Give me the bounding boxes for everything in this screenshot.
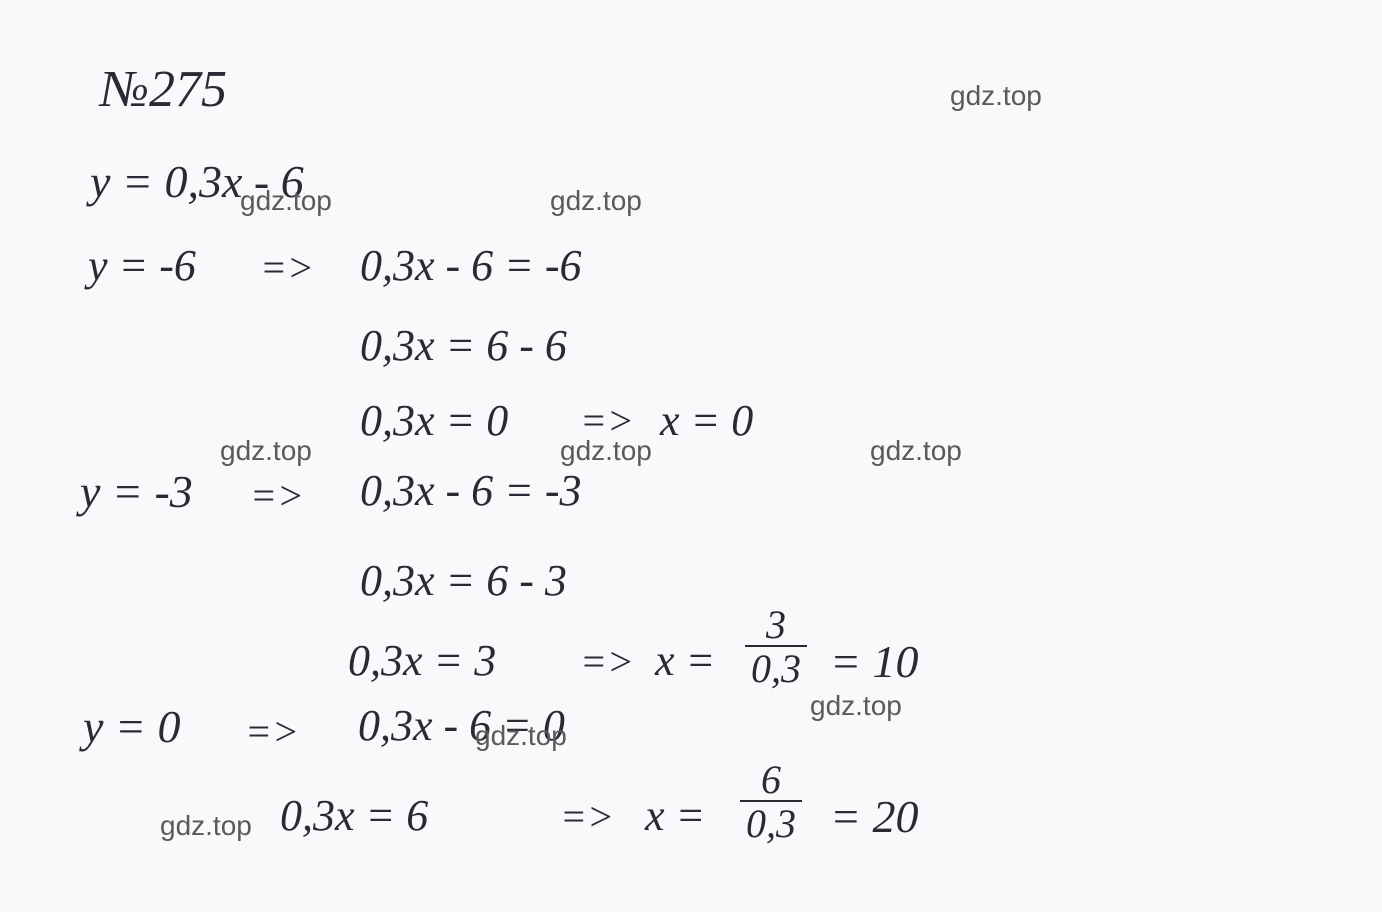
case1-given: y = -6 <box>88 240 196 291</box>
case3-eq2-prefix: x = <box>645 790 705 841</box>
watermark-6: gdz.top <box>870 435 962 467</box>
problem-number: №275 <box>100 60 227 119</box>
case3-fraction: 6 0,3 <box>740 760 802 846</box>
case2-given: y = -3 <box>80 465 193 518</box>
watermark-7: gdz.top <box>810 690 902 722</box>
case3-eq2-left: 0,3x = 6 <box>280 790 428 841</box>
case1-eq3-left: 0,3x = 0 <box>360 395 508 446</box>
case1-eq3-right: x = 0 <box>660 395 753 446</box>
watermark-8: gdz.top <box>475 720 567 752</box>
watermark-3: gdz.top <box>550 185 642 217</box>
case2-arrow: => <box>250 472 304 519</box>
watermark-5: gdz.top <box>560 435 652 467</box>
watermark-1: gdz.top <box>950 80 1042 112</box>
case3-result: = 20 <box>830 790 919 843</box>
case1-eq1: 0,3x - 6 = -6 <box>360 240 582 291</box>
case3-arrow: => <box>245 708 299 755</box>
case2-frac-den: 0,3 <box>745 647 807 691</box>
page-content: №275 gdz.top y = 0,3x - 6 gdz.top gdz.to… <box>0 0 1382 912</box>
case3-given: y = 0 <box>83 700 180 753</box>
case1-eq2: 0,3x = 6 - 6 <box>360 320 567 371</box>
case3-frac-den: 0,3 <box>740 802 802 846</box>
watermark-2: gdz.top <box>240 185 332 217</box>
case2-fraction: 3 0,3 <box>745 605 807 691</box>
case2-eq3-prefix: x = <box>655 635 715 686</box>
watermark-4: gdz.top <box>220 435 312 467</box>
case1-arrow: => <box>260 244 314 291</box>
case2-eq3-arrow: => <box>580 638 634 685</box>
case2-result: = 10 <box>830 635 919 688</box>
case3-frac-num: 6 <box>740 760 802 802</box>
case2-eq1: 0,3x - 6 = -3 <box>360 465 582 516</box>
case2-frac-num: 3 <box>745 605 807 647</box>
case2-eq2: 0,3x = 6 - 3 <box>360 555 567 606</box>
case3-eq2-arrow: => <box>560 793 614 840</box>
watermark-9: gdz.top <box>160 810 252 842</box>
case2-eq3-left: 0,3x = 3 <box>348 635 496 686</box>
